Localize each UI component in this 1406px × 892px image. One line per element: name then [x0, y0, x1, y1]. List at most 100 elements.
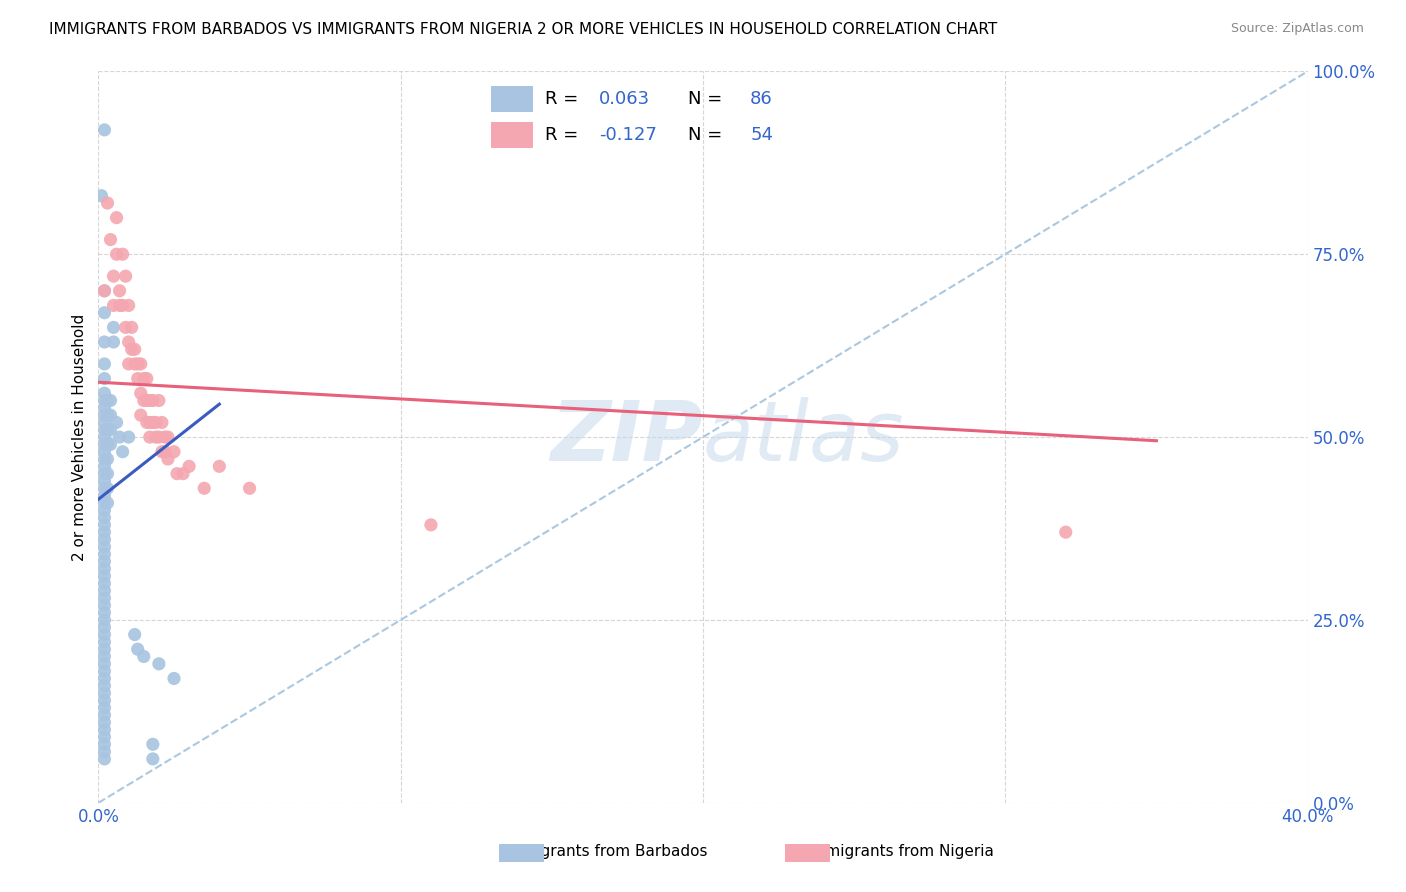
Point	[105, 247, 128, 261]
Point	[93, 583, 115, 598]
Point	[93, 489, 115, 503]
Point	[93, 562, 115, 576]
Point	[129, 386, 152, 401]
Point	[93, 730, 115, 744]
Point	[142, 752, 165, 766]
Point	[148, 393, 170, 408]
Point	[93, 620, 115, 634]
Point	[93, 745, 115, 759]
Point	[132, 393, 155, 408]
Point	[124, 343, 146, 357]
Point	[93, 606, 115, 620]
Point	[100, 423, 122, 437]
Point	[153, 430, 176, 444]
Point	[135, 393, 157, 408]
Point	[100, 437, 122, 451]
Point	[93, 357, 115, 371]
Point	[93, 591, 115, 605]
Point	[93, 752, 115, 766]
Point	[93, 599, 115, 613]
Point	[93, 503, 115, 517]
Point	[93, 430, 115, 444]
Point	[93, 386, 115, 401]
Point	[208, 459, 231, 474]
Point	[93, 649, 115, 664]
Point	[105, 416, 128, 430]
Point	[145, 416, 167, 430]
Point	[93, 452, 115, 467]
Point	[132, 371, 155, 385]
Point	[93, 693, 115, 707]
Text: Immigrants from Barbados: Immigrants from Barbados	[502, 845, 707, 859]
Point	[93, 642, 115, 657]
Point	[93, 123, 115, 137]
Point	[93, 613, 115, 627]
Point	[93, 306, 115, 320]
Point	[93, 627, 115, 641]
Point	[93, 657, 115, 671]
Point	[121, 320, 143, 334]
Point	[100, 393, 122, 408]
Point	[142, 737, 165, 751]
Point	[93, 334, 115, 349]
Point	[166, 467, 188, 481]
Point	[96, 437, 118, 451]
Point	[129, 357, 152, 371]
Point	[96, 423, 118, 437]
Point	[93, 437, 115, 451]
Point	[127, 357, 149, 371]
Point	[100, 408, 122, 422]
Point	[153, 444, 176, 458]
Point	[118, 357, 141, 371]
Point	[118, 298, 141, 312]
Point	[103, 320, 125, 334]
Point	[239, 481, 262, 495]
Point	[93, 496, 115, 510]
Point	[150, 444, 173, 458]
Point	[93, 700, 115, 714]
Point	[148, 657, 170, 671]
Text: ZIP: ZIP	[550, 397, 703, 477]
Point	[93, 371, 115, 385]
Point	[96, 467, 118, 481]
Point	[93, 467, 115, 481]
Text: atlas: atlas	[703, 397, 904, 477]
Point	[156, 430, 179, 444]
Point	[142, 393, 165, 408]
Point	[108, 284, 131, 298]
Point	[93, 284, 115, 298]
Point	[142, 416, 165, 430]
Point	[93, 664, 115, 678]
Point	[96, 452, 118, 467]
Point	[93, 444, 115, 458]
Text: IMMIGRANTS FROM BARBADOS VS IMMIGRANTS FROM NIGERIA 2 OR MORE VEHICLES IN HOUSEH: IMMIGRANTS FROM BARBADOS VS IMMIGRANTS F…	[49, 22, 997, 37]
Point	[93, 547, 115, 561]
Point	[124, 627, 146, 641]
Point	[114, 269, 136, 284]
Point	[121, 343, 143, 357]
Point	[127, 371, 149, 385]
Point	[96, 196, 118, 211]
Point	[100, 233, 122, 247]
Point	[172, 467, 194, 481]
Point	[114, 320, 136, 334]
Point	[93, 423, 115, 437]
Point	[96, 408, 118, 422]
Point	[93, 576, 115, 591]
Point	[93, 416, 115, 430]
Point	[127, 642, 149, 657]
Point	[93, 517, 115, 532]
Point	[93, 737, 115, 751]
Point	[93, 533, 115, 547]
Point	[193, 481, 215, 495]
Point	[93, 525, 115, 540]
Point	[93, 723, 115, 737]
Point	[139, 430, 162, 444]
Point	[93, 554, 115, 568]
Point	[163, 444, 186, 458]
Point	[96, 393, 118, 408]
Point	[108, 298, 131, 312]
Point	[420, 517, 443, 532]
Point	[129, 408, 152, 422]
Point	[93, 401, 115, 415]
